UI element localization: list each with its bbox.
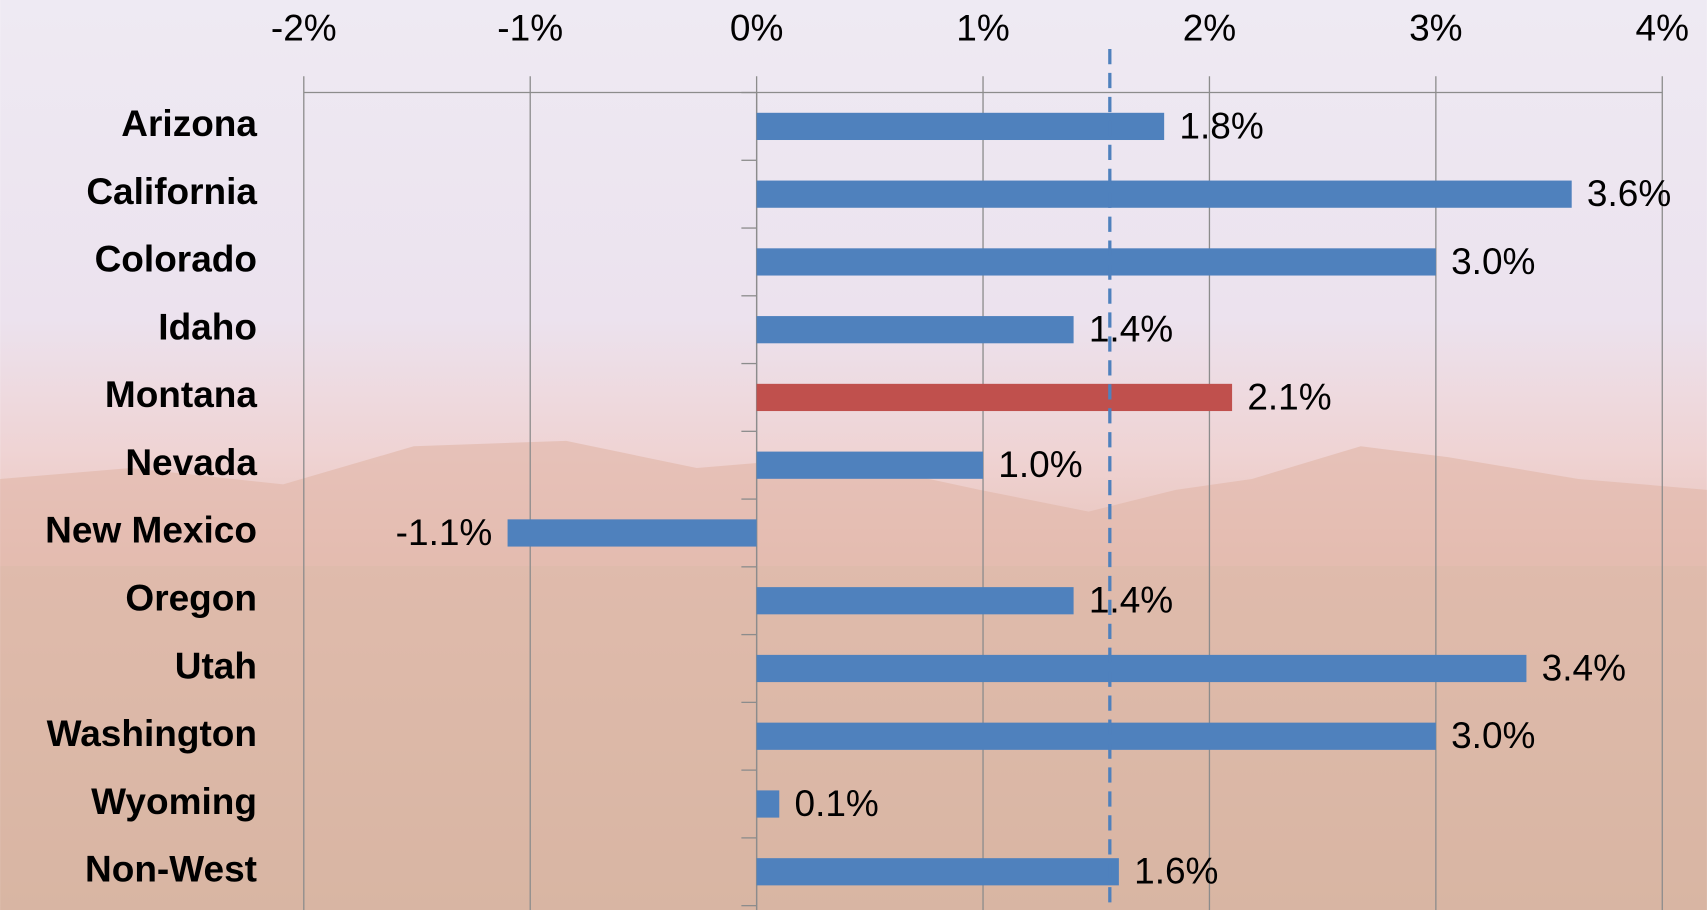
value-label: 1.8% — [1179, 105, 1263, 146]
category-label: Colorado — [95, 239, 257, 280]
value-label: 1.0% — [998, 444, 1082, 485]
labels: -2% -1% 0% 1% 2% 3% 4% Arizona 1.8% California 3.6… — [45, 7, 1689, 891]
value-label: 3.0% — [1451, 241, 1535, 282]
category-label: Non-West — [85, 849, 257, 890]
x-tick-label: 2% — [1183, 7, 1236, 48]
x-tick-label: -1% — [497, 7, 563, 48]
bar — [756, 654, 1527, 683]
bar — [756, 451, 984, 479]
value-label: -1.1% — [396, 512, 493, 553]
grid — [303, 76, 1663, 910]
bar — [756, 587, 1074, 615]
x-tick-label: -2% — [271, 7, 337, 48]
category-label: California — [86, 171, 257, 212]
category-label: Washington — [47, 713, 257, 754]
category-label: Utah — [175, 645, 257, 686]
bar — [756, 383, 1233, 412]
value-label: 1.4% — [1089, 309, 1173, 350]
bar — [756, 790, 780, 818]
x-tick-label: 0% — [730, 7, 783, 48]
x-tick-label: 4% — [1636, 7, 1689, 48]
bar — [756, 858, 1119, 886]
bars — [507, 48, 1572, 910]
category-label: Arizona — [121, 103, 257, 144]
value-label: 3.4% — [1542, 647, 1626, 688]
category-label: New Mexico — [45, 510, 257, 551]
bar — [507, 519, 757, 547]
value-label: 1.6% — [1134, 851, 1218, 892]
bar — [756, 248, 1436, 276]
category-label: Idaho — [158, 306, 257, 347]
value-label: 3.0% — [1451, 715, 1535, 756]
x-tick-label: 1% — [956, 7, 1009, 48]
category-label: Montana — [105, 374, 258, 415]
value-label: 3.6% — [1587, 173, 1671, 214]
value-label: 2.1% — [1247, 376, 1331, 417]
value-label: 0.1% — [795, 783, 879, 824]
bar — [756, 316, 1074, 344]
bar — [756, 112, 1165, 141]
bar — [756, 180, 1572, 208]
category-label: Wyoming — [91, 781, 257, 822]
value-label: 1.4% — [1089, 580, 1173, 621]
category-label: Oregon — [125, 578, 257, 619]
bar — [756, 722, 1436, 750]
mountains — [0, 440, 1707, 567]
x-tick-label: 3% — [1409, 7, 1462, 48]
category-label: Nevada — [125, 442, 257, 483]
